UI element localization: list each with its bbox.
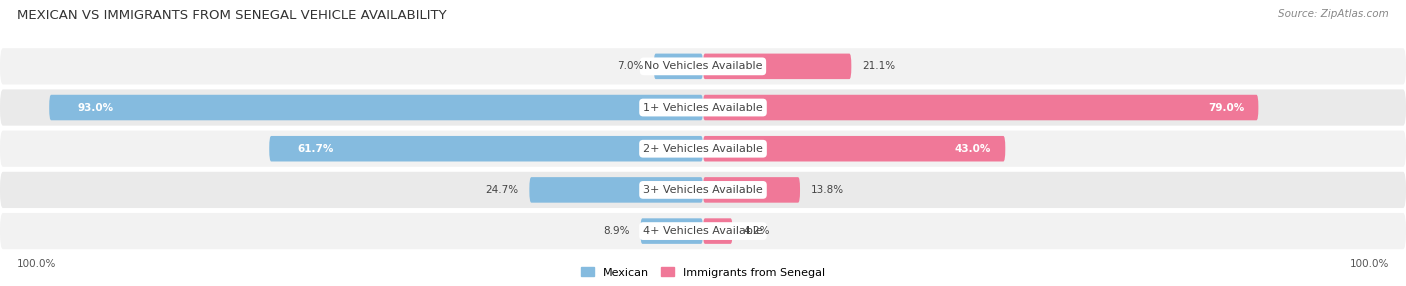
Text: No Vehicles Available: No Vehicles Available — [644, 61, 762, 71]
Text: 24.7%: 24.7% — [485, 185, 519, 195]
Text: 2+ Vehicles Available: 2+ Vehicles Available — [643, 144, 763, 154]
Text: 13.8%: 13.8% — [810, 185, 844, 195]
Legend: Mexican, Immigrants from Senegal: Mexican, Immigrants from Senegal — [581, 267, 825, 278]
Text: 8.9%: 8.9% — [603, 226, 630, 236]
FancyBboxPatch shape — [269, 136, 703, 162]
FancyBboxPatch shape — [703, 136, 1005, 162]
FancyBboxPatch shape — [0, 48, 1406, 84]
FancyBboxPatch shape — [703, 218, 733, 244]
Text: 43.0%: 43.0% — [955, 144, 991, 154]
FancyBboxPatch shape — [654, 53, 703, 79]
Text: Source: ZipAtlas.com: Source: ZipAtlas.com — [1278, 9, 1389, 19]
Text: 61.7%: 61.7% — [298, 144, 333, 154]
FancyBboxPatch shape — [703, 95, 1258, 120]
FancyBboxPatch shape — [641, 218, 703, 244]
Text: MEXICAN VS IMMIGRANTS FROM SENEGAL VEHICLE AVAILABILITY: MEXICAN VS IMMIGRANTS FROM SENEGAL VEHIC… — [17, 9, 447, 21]
Text: 4.2%: 4.2% — [744, 226, 769, 236]
FancyBboxPatch shape — [0, 172, 1406, 208]
Text: 4+ Vehicles Available: 4+ Vehicles Available — [643, 226, 763, 236]
FancyBboxPatch shape — [49, 95, 703, 120]
FancyBboxPatch shape — [703, 53, 852, 79]
Text: 3+ Vehicles Available: 3+ Vehicles Available — [643, 185, 763, 195]
FancyBboxPatch shape — [0, 131, 1406, 167]
Text: 79.0%: 79.0% — [1208, 103, 1244, 112]
Text: 100.0%: 100.0% — [17, 259, 56, 269]
FancyBboxPatch shape — [0, 90, 1406, 126]
FancyBboxPatch shape — [530, 177, 703, 203]
Text: 1+ Vehicles Available: 1+ Vehicles Available — [643, 103, 763, 112]
Text: 100.0%: 100.0% — [1350, 259, 1389, 269]
Text: 93.0%: 93.0% — [77, 103, 114, 112]
Text: 21.1%: 21.1% — [862, 61, 896, 71]
Text: 7.0%: 7.0% — [617, 61, 644, 71]
FancyBboxPatch shape — [703, 177, 800, 203]
FancyBboxPatch shape — [0, 213, 1406, 249]
